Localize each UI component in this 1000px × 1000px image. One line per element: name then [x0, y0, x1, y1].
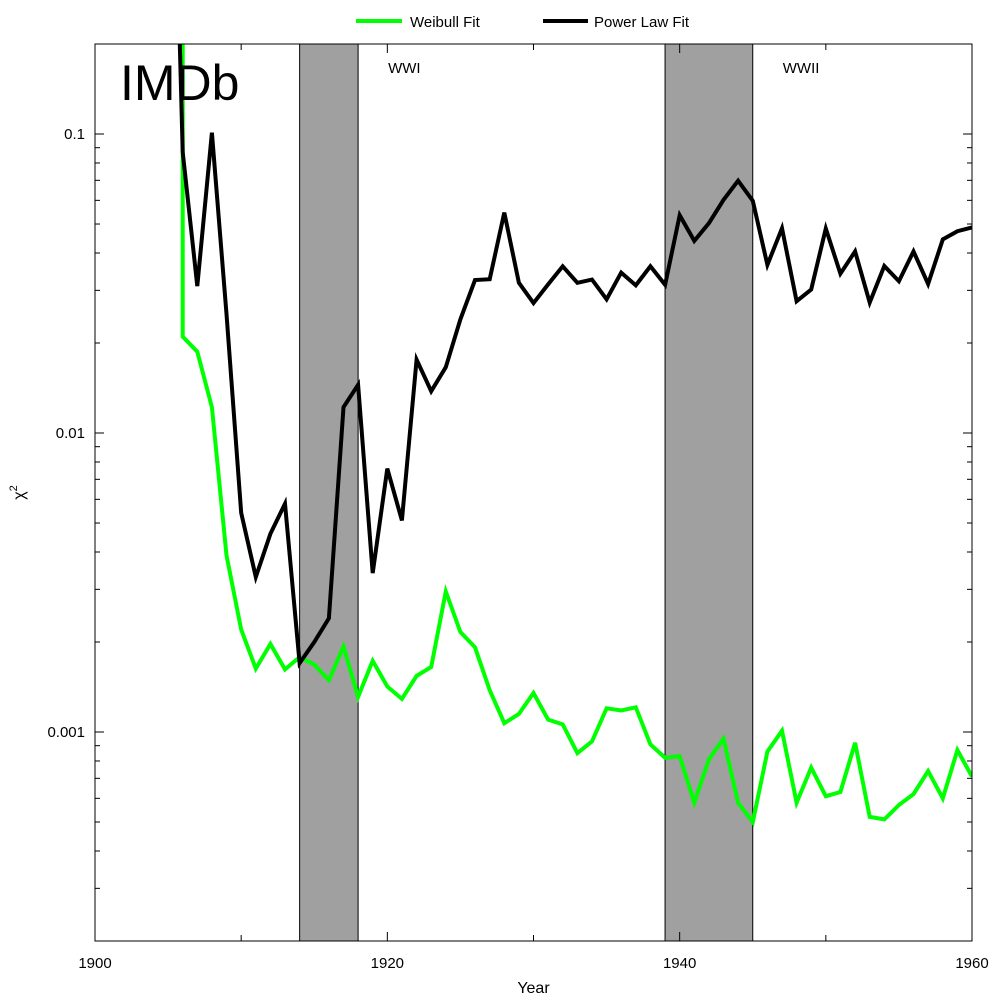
region-label-wwi: WWI [388, 60, 420, 77]
panel-label: IMDb [120, 55, 239, 111]
shaded-region-wwi [299, 43, 359, 942]
axis-tick-labels: 1900 1920 1940 1960 0.001 0.01 0.1 [47, 126, 988, 972]
shaded-region-labels: WWI WWII [388, 60, 819, 77]
legend: Weibull Fit Power Law Fit [356, 14, 690, 31]
y-axis-title-superscript: 2 [8, 485, 20, 491]
y-axis-title: χ2 [8, 485, 28, 500]
x-tick-label: 1940 [663, 955, 696, 972]
y-tick-label: 0.01 [56, 425, 85, 442]
y-tick-label: 0.1 [64, 126, 85, 143]
series-line-power-law-fit [177, 44, 972, 669]
x-tick-label: 1920 [371, 955, 404, 972]
axis-ticks [94, 43, 973, 942]
series-lines [177, 44, 972, 827]
x-tick-label: 1900 [78, 955, 111, 972]
legend-label-power-law-fit: Power Law Fit [594, 14, 690, 31]
shaded-regions [299, 43, 754, 942]
y-tick-label: 0.001 [47, 724, 85, 741]
region-label-wwii: WWII [783, 60, 820, 77]
x-axis-title: Year [517, 980, 550, 997]
y-axis-title-symbol: χ [11, 491, 28, 500]
shaded-region-wwii [664, 43, 754, 942]
legend-label-weibull-fit: Weibull Fit [410, 14, 481, 31]
x-tick-label: 1960 [955, 955, 988, 972]
